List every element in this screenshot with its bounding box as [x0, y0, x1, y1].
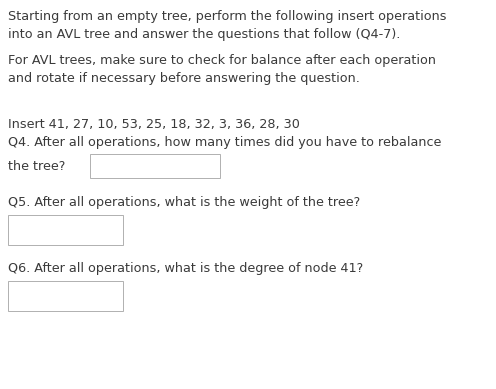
Text: For AVL trees, make sure to check for balance after each operation: For AVL trees, make sure to check for ba… — [8, 54, 436, 67]
Text: into an AVL tree and answer the questions that follow (Q4-7).: into an AVL tree and answer the question… — [8, 28, 400, 41]
Text: Q6. After all operations, what is the degree of node 41?: Q6. After all operations, what is the de… — [8, 262, 363, 275]
Text: and rotate if necessary before answering the question.: and rotate if necessary before answering… — [8, 72, 360, 85]
Text: Starting from an empty tree, perform the following insert operations: Starting from an empty tree, perform the… — [8, 10, 446, 23]
Text: the tree?: the tree? — [8, 160, 65, 173]
Text: Insert 41, 27, 10, 53, 25, 18, 32, 3, 36, 28, 30: Insert 41, 27, 10, 53, 25, 18, 32, 3, 36… — [8, 118, 300, 131]
Text: Q5. After all operations, what is the weight of the tree?: Q5. After all operations, what is the we… — [8, 196, 360, 209]
Text: Q4. After all operations, how many times did you have to rebalance: Q4. After all operations, how many times… — [8, 136, 441, 149]
